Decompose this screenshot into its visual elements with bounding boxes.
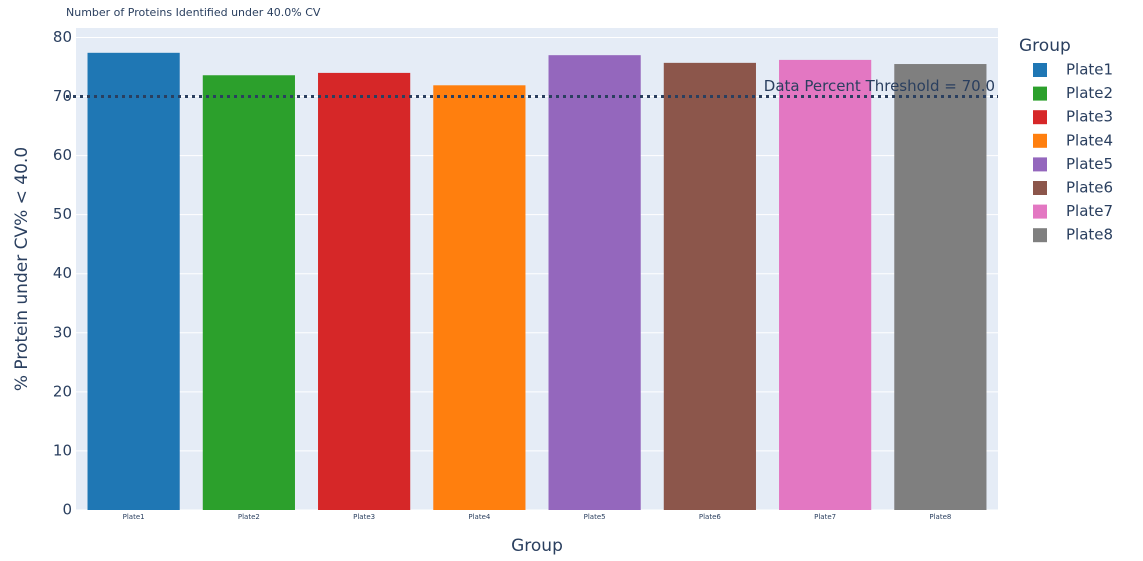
y-tick-label: 70: [53, 87, 72, 105]
x-tick-label: Plate8: [929, 513, 951, 521]
y-tick-label: 20: [53, 382, 72, 400]
bar: [548, 55, 641, 510]
y-tick-label: 40: [53, 264, 72, 282]
y-axis-label: % Protein under CV% < 40.0: [12, 147, 32, 391]
legend-label[interactable]: Plate8: [1066, 226, 1113, 244]
x-tick-label: Plate3: [353, 513, 375, 521]
legend-title: Group: [1019, 36, 1071, 56]
legend-swatch[interactable]: [1033, 181, 1047, 195]
x-tick-label: Plate4: [468, 513, 491, 521]
legend-swatch[interactable]: [1033, 204, 1047, 219]
bar: [87, 52, 180, 510]
x-tick-label: Plate2: [238, 513, 260, 521]
x-tick-label: Plate7: [814, 513, 836, 521]
legend-label[interactable]: Plate6: [1066, 179, 1113, 197]
legend-swatch[interactable]: [1033, 133, 1047, 148]
y-tick-label: 60: [53, 146, 72, 164]
x-axis-label: Group: [511, 536, 563, 556]
legend-label[interactable]: Plate4: [1066, 131, 1113, 149]
chart-title: Number of Proteins Identified under 40.0…: [66, 6, 321, 19]
legend-swatch[interactable]: [1033, 86, 1047, 101]
threshold-annotation: Data Percent Threshold = 70.0: [764, 77, 995, 95]
legend-label[interactable]: Plate5: [1066, 155, 1113, 173]
x-tick-label: Plate6: [699, 513, 722, 521]
legend-swatch[interactable]: [1033, 157, 1047, 172]
legend-swatch[interactable]: [1033, 228, 1047, 243]
legend-label[interactable]: Plate3: [1066, 108, 1113, 126]
legend-swatch[interactable]: [1033, 63, 1047, 77]
legend-swatch[interactable]: [1033, 110, 1047, 125]
y-tick-label: 0: [62, 501, 72, 519]
y-tick-label: 10: [53, 441, 72, 459]
x-tick-label: Plate5: [584, 513, 606, 521]
bar: [318, 72, 411, 511]
legend-label[interactable]: Plate7: [1066, 202, 1113, 220]
y-tick-label: 30: [53, 323, 72, 341]
bar: [894, 64, 987, 510]
legend-label[interactable]: Plate2: [1066, 84, 1113, 102]
bar: [202, 75, 295, 510]
bar: [779, 59, 872, 510]
x-tick-label: Plate1: [123, 513, 145, 521]
bar: [663, 62, 756, 510]
bar: [433, 85, 526, 510]
y-tick-label: 80: [53, 28, 72, 46]
y-tick-label: 50: [53, 205, 72, 223]
legend-label[interactable]: Plate1: [1066, 61, 1113, 79]
